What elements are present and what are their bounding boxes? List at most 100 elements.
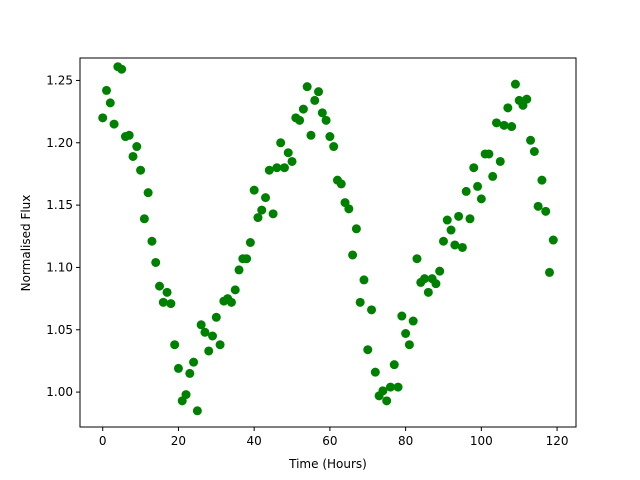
data-point: [488, 171, 498, 181]
data-point: [469, 163, 479, 173]
data-point: [393, 382, 403, 392]
x-tick-label: 120: [546, 434, 569, 448]
data-point: [226, 297, 236, 307]
data-point: [367, 305, 377, 315]
data-point: [344, 204, 354, 214]
data-point: [454, 211, 464, 221]
x-tick-label: 0: [99, 434, 107, 448]
x-axis-label: Time (Hours): [288, 457, 367, 471]
data-point: [510, 79, 520, 89]
data-point: [211, 312, 221, 322]
data-point: [257, 205, 267, 215]
data-point: [526, 135, 536, 145]
data-point: [242, 254, 252, 264]
data-point: [529, 147, 539, 156]
data-point: [283, 148, 293, 158]
data-point: [412, 254, 422, 264]
data-point: [105, 98, 115, 108]
data-point: [249, 185, 259, 195]
y-tick-label: 1.25: [46, 73, 73, 87]
data-point: [389, 360, 399, 370]
data-point: [245, 238, 255, 247]
data-point: [200, 327, 210, 337]
data-point: [302, 82, 312, 92]
data-point: [446, 225, 456, 235]
data-point: [359, 275, 369, 285]
data-point: [473, 181, 483, 191]
data-point: [132, 142, 142, 152]
data-point: [351, 224, 361, 234]
y-tick-label: 1.05: [46, 323, 73, 337]
data-point: [181, 390, 191, 400]
data-point: [139, 214, 149, 224]
data-point: [158, 297, 168, 307]
data-point: [363, 345, 373, 355]
y-axis-ticks: 1.00 1.05 1.10 1.15 1.20 1.25: [46, 73, 80, 399]
data-point: [261, 193, 271, 203]
data-point: [348, 250, 358, 260]
data-point: [264, 165, 274, 175]
data-point: [272, 163, 282, 173]
data-point: [143, 188, 153, 198]
data-point: [196, 320, 206, 330]
data-point: [522, 94, 532, 104]
y-axis-label: Normalised Flux: [19, 195, 33, 292]
data-point: [109, 119, 119, 129]
data-point: [204, 346, 214, 356]
x-tick-label: 80: [398, 434, 413, 448]
data-point: [545, 267, 554, 277]
data-point: [208, 331, 218, 341]
data-point: [321, 115, 331, 125]
data-point: [295, 115, 305, 125]
data-point: [438, 236, 448, 246]
data-point: [325, 132, 335, 142]
data-point: [276, 138, 286, 148]
data-point: [230, 285, 240, 295]
data-point: [404, 340, 414, 350]
data-point: [155, 281, 165, 291]
data-point: [314, 87, 324, 97]
data-points: [98, 62, 558, 416]
data-point: [385, 382, 395, 392]
data-point: [420, 274, 430, 284]
x-tick-label: 100: [470, 434, 493, 448]
data-point: [136, 165, 146, 175]
data-point: [336, 179, 346, 189]
data-point: [147, 236, 157, 246]
data-point: [495, 156, 505, 166]
x-tick-label: 60: [322, 434, 337, 448]
data-point: [124, 130, 134, 140]
data-point: [173, 363, 183, 373]
data-point: [215, 340, 225, 350]
data-point: [234, 265, 244, 275]
data-point: [151, 257, 161, 267]
data-point: [192, 406, 202, 416]
data-point: [189, 357, 199, 367]
data-point: [102, 85, 111, 95]
data-point: [162, 287, 172, 297]
data-point: [507, 122, 517, 132]
data-point: [329, 142, 339, 152]
data-point: [423, 287, 433, 297]
data-point: [253, 213, 263, 223]
data-point: [541, 206, 551, 216]
y-tick-label: 1.00: [46, 385, 73, 399]
data-point: [499, 120, 509, 130]
data-point: [457, 242, 467, 252]
data-point: [491, 118, 501, 128]
data-point: [317, 108, 327, 118]
data-point: [533, 201, 543, 211]
data-point: [310, 95, 320, 105]
data-point: [298, 104, 308, 114]
data-point: [401, 329, 411, 338]
x-tick-label: 20: [171, 434, 186, 448]
data-point: [279, 163, 289, 173]
data-point: [461, 186, 471, 196]
data-point: [166, 299, 176, 309]
y-tick-label: 1.15: [46, 198, 73, 212]
y-tick-label: 1.20: [46, 136, 73, 150]
data-point: [185, 368, 195, 378]
data-point: [465, 214, 475, 224]
data-point: [370, 367, 380, 377]
